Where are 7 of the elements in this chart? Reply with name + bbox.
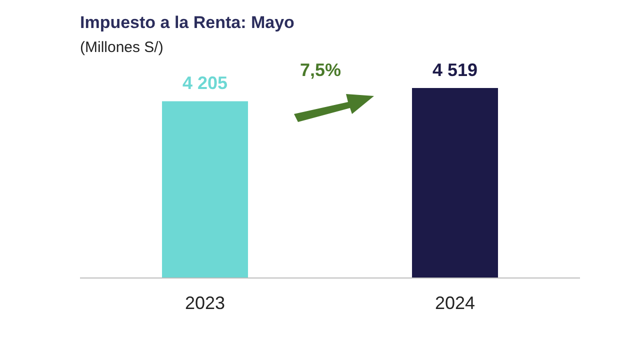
data-label: 4 519: [432, 60, 478, 80]
text: 7,5%: [300, 60, 342, 81]
chart-title: Impuesto a la Renta: Mayo: [80, 13, 294, 33]
data-label: 4 205: [182, 73, 228, 94]
x-tick-label: 2023: [184, 292, 226, 313]
chart-subtitle: (Millones S/): [80, 39, 164, 56]
x-tick-label: 2024: [434, 292, 476, 313]
